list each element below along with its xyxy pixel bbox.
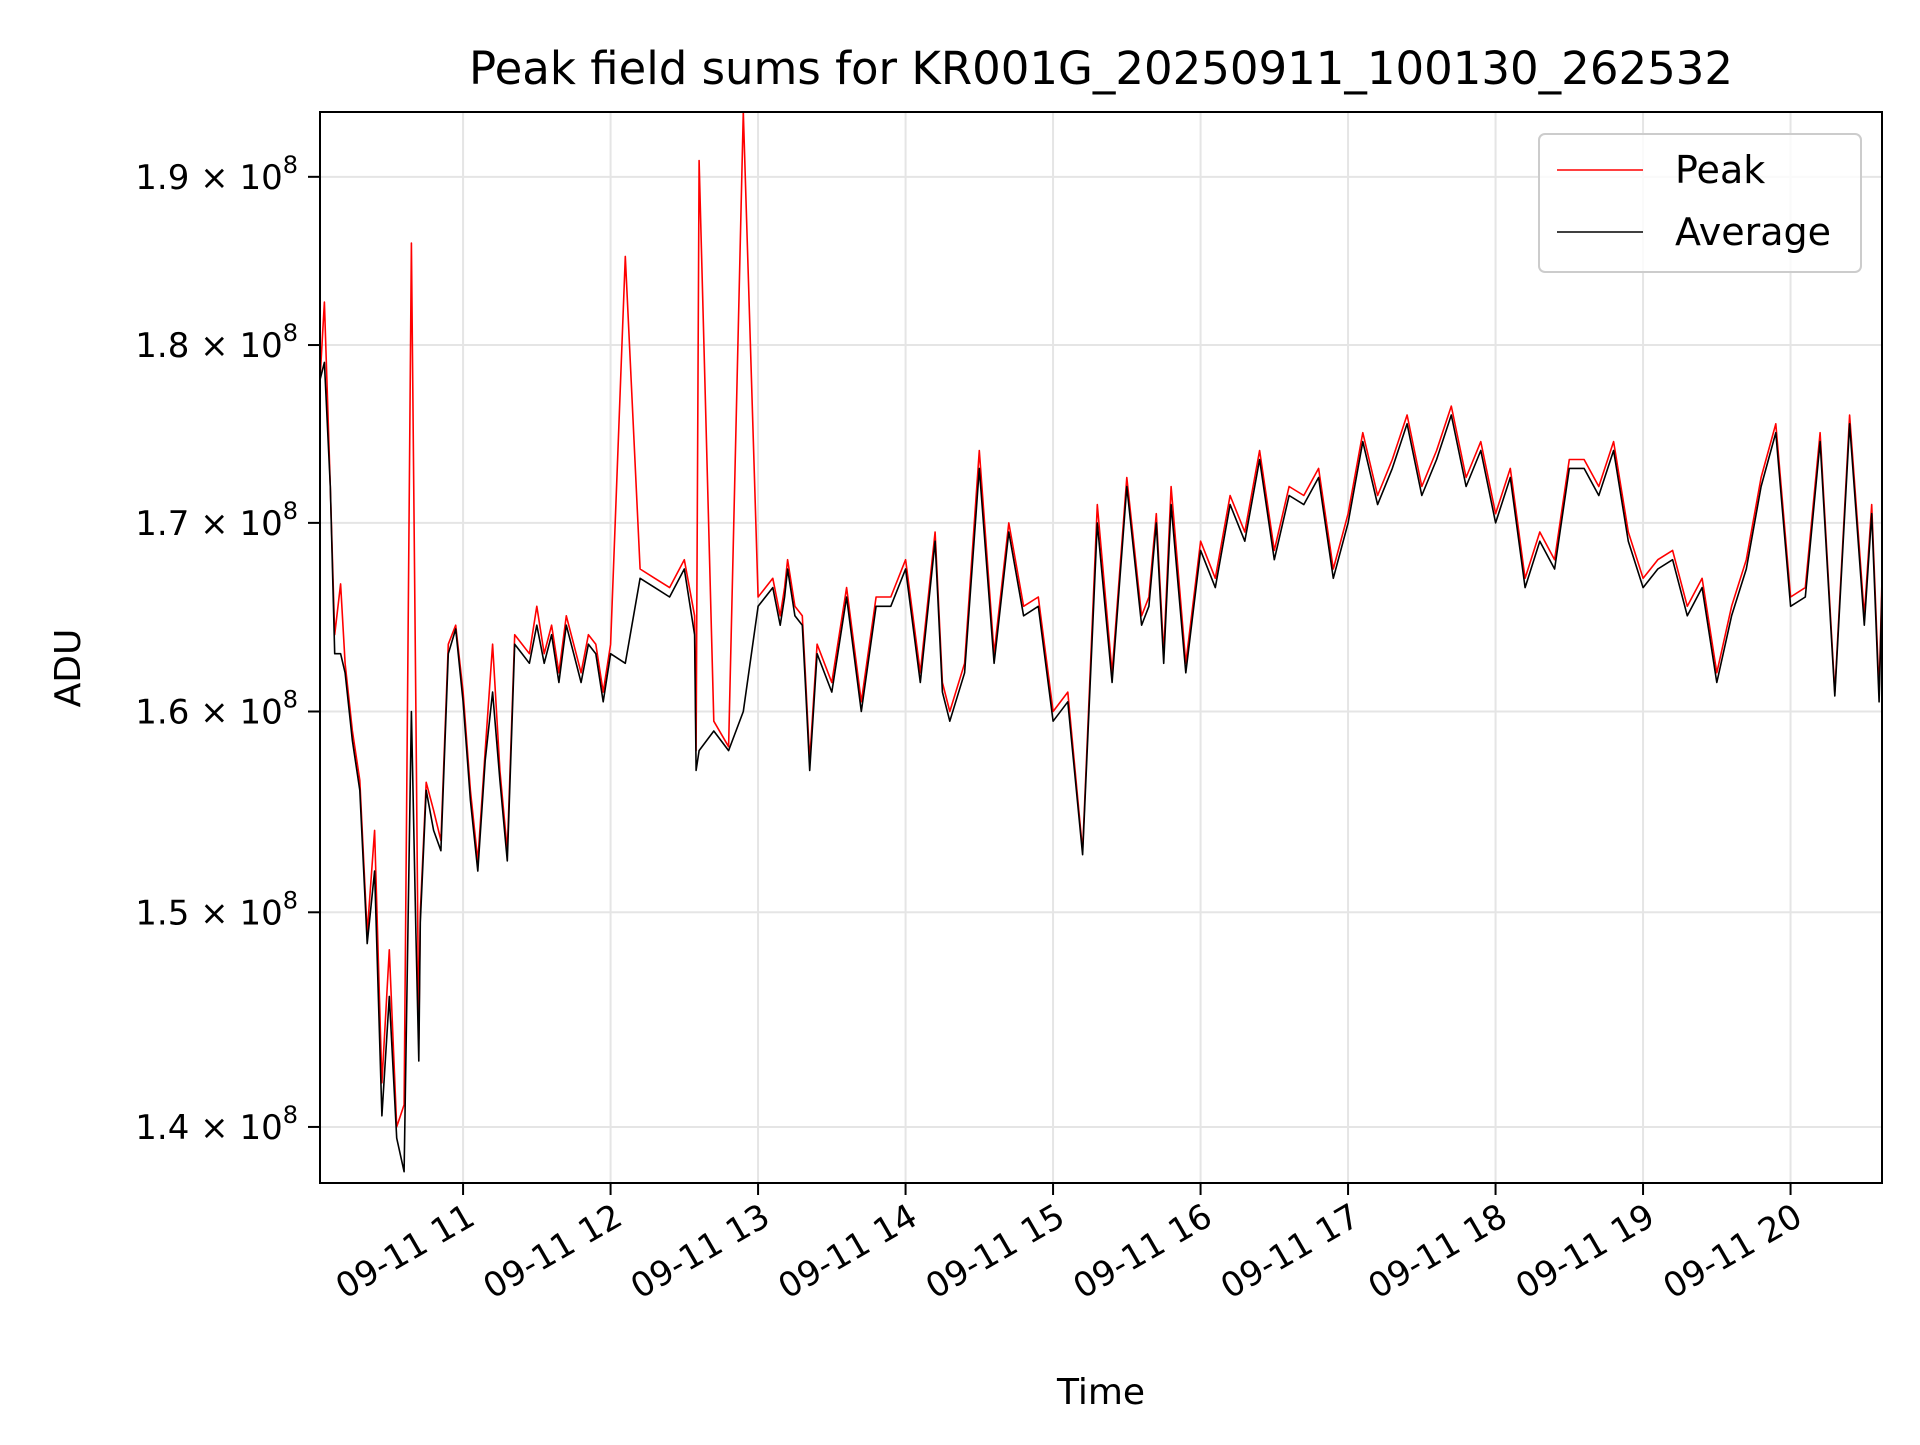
y-axis-label: ADU [48, 629, 89, 708]
plot-frame [319, 111, 1883, 1184]
x-axis-label: Time [1056, 1372, 1145, 1413]
y-tick-label: 1.4 × 108 [135, 1101, 298, 1148]
chart-title: Peak field sums for KR001G_20250911_1001… [469, 42, 1733, 95]
legend-label-average: Average [1675, 210, 1831, 254]
legend: Peak Average [1538, 133, 1862, 273]
series-line-average [320, 361, 1882, 1173]
y-axis: 1.4 × 108 1.5 × 108 1.6 × 108 1.7 × 108 1.8 … [135, 151, 320, 1148]
legend-label-peak: Peak [1675, 148, 1765, 192]
y-tick-label: 1.7 × 108 [135, 497, 298, 544]
y-tick-label: 1.6 × 108 [135, 685, 298, 732]
y-tick-label: 1.8 × 108 [135, 319, 298, 366]
series-layer [320, 112, 1882, 1173]
grid-lines [320, 112, 1882, 1183]
y-tick-label: 1.9 × 108 [135, 151, 298, 198]
y-tick-label: 1.5 × 108 [135, 886, 298, 933]
legend-box [1538, 133, 1862, 273]
